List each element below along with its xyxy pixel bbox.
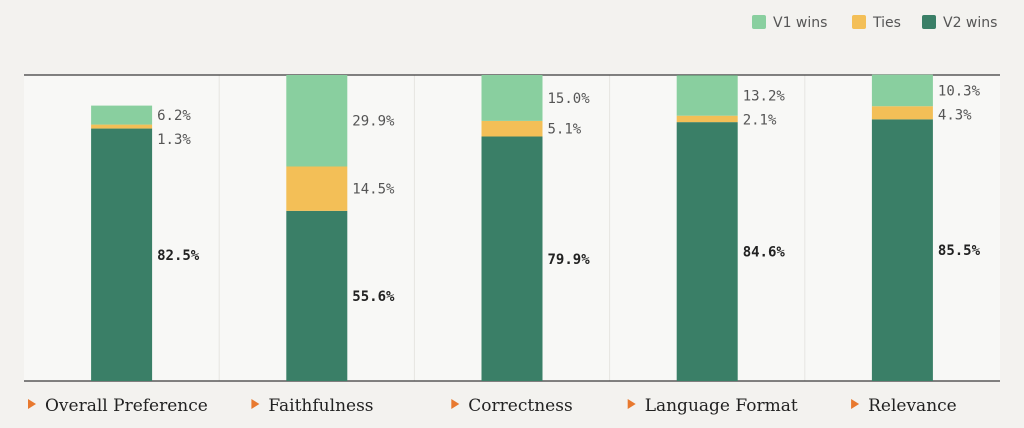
category-label-language-format: Language Format bbox=[645, 396, 798, 416]
bar-relevance-v1-wins bbox=[871, 74, 933, 107]
value-label-language-format-ties: 2.1% bbox=[743, 113, 777, 129]
legend-swatch-v2-wins bbox=[922, 15, 936, 29]
value-label-relevance-v1-wins: 10.3% bbox=[938, 83, 981, 99]
category-label-correctness: Correctness bbox=[468, 396, 572, 416]
bar-faithfulness-v1-wins bbox=[286, 75, 348, 167]
triangle-right-icon bbox=[251, 399, 260, 409]
triangle-right-icon bbox=[627, 399, 636, 409]
triangle-right-icon bbox=[851, 399, 860, 409]
value-label-overall-preference-ties: 1.3% bbox=[157, 132, 191, 148]
legend-label-v1-wins: V1 wins bbox=[773, 15, 827, 31]
legend: V1 wins Ties V2 wins bbox=[752, 15, 997, 31]
value-label-correctness-v1-wins: 15.0% bbox=[548, 91, 591, 107]
category-label-faithfulness: Faithfulness bbox=[268, 396, 373, 416]
bar-correctness-ties bbox=[481, 120, 543, 137]
value-label-overall-preference-v2-wins: 82.5% bbox=[157, 248, 200, 264]
triangle-right-icon bbox=[28, 399, 36, 409]
value-label-language-format-v2-wins: 84.6% bbox=[743, 245, 786, 261]
bar-correctness-v1-wins bbox=[481, 75, 543, 121]
category-labels: Overall Preference Faithfulness Correctnes… bbox=[28, 396, 957, 416]
value-label-overall-preference-v1-wins: 6.2% bbox=[157, 108, 191, 124]
value-label-faithfulness-v2-wins: 55.6% bbox=[352, 289, 395, 305]
category-label-overall-preference: Overall Preference bbox=[45, 396, 208, 416]
bar-relevance-v2-wins bbox=[871, 119, 933, 382]
value-label-language-format-v1-wins: 13.2% bbox=[743, 89, 786, 105]
value-label-correctness-ties: 5.1% bbox=[548, 122, 582, 138]
legend-swatch-v1-wins bbox=[752, 15, 766, 29]
bar-relevance-ties bbox=[871, 106, 933, 120]
legend-label-v2-wins: V2 wins bbox=[943, 15, 997, 31]
value-label-faithfulness-ties: 14.5% bbox=[352, 182, 395, 198]
value-labels: 82.5% 1.3% 6.2% 55.6% 14.5% 29.9% 79.9% 5.1% 15.… bbox=[157, 83, 981, 304]
value-label-faithfulness-v1-wins: 29.9% bbox=[352, 114, 395, 130]
bar-faithfulness-ties bbox=[286, 166, 348, 211]
value-label-relevance-ties: 4.3% bbox=[938, 107, 972, 123]
value-label-relevance-v2-wins: 85.5% bbox=[938, 243, 981, 259]
bar-language-format-v1-wins bbox=[676, 75, 738, 116]
bar-correctness-v2-wins bbox=[481, 136, 543, 381]
bar-overall-preference-ties bbox=[91, 124, 153, 129]
triangle-right-icon bbox=[451, 399, 460, 409]
legend-swatch-ties bbox=[852, 15, 866, 29]
bar-faithfulness-v2-wins bbox=[286, 210, 348, 381]
bar-language-format-ties bbox=[676, 115, 738, 123]
value-label-correctness-v2-wins: 79.9% bbox=[548, 252, 591, 268]
legend-label-ties: Ties bbox=[872, 15, 901, 31]
category-label-relevance: Relevance bbox=[868, 396, 957, 416]
bar-language-format-v2-wins bbox=[676, 122, 738, 382]
bar-groups bbox=[91, 74, 933, 382]
bar-overall-preference-v1-wins bbox=[91, 105, 153, 125]
bar-overall-preference-v2-wins bbox=[91, 128, 153, 381]
